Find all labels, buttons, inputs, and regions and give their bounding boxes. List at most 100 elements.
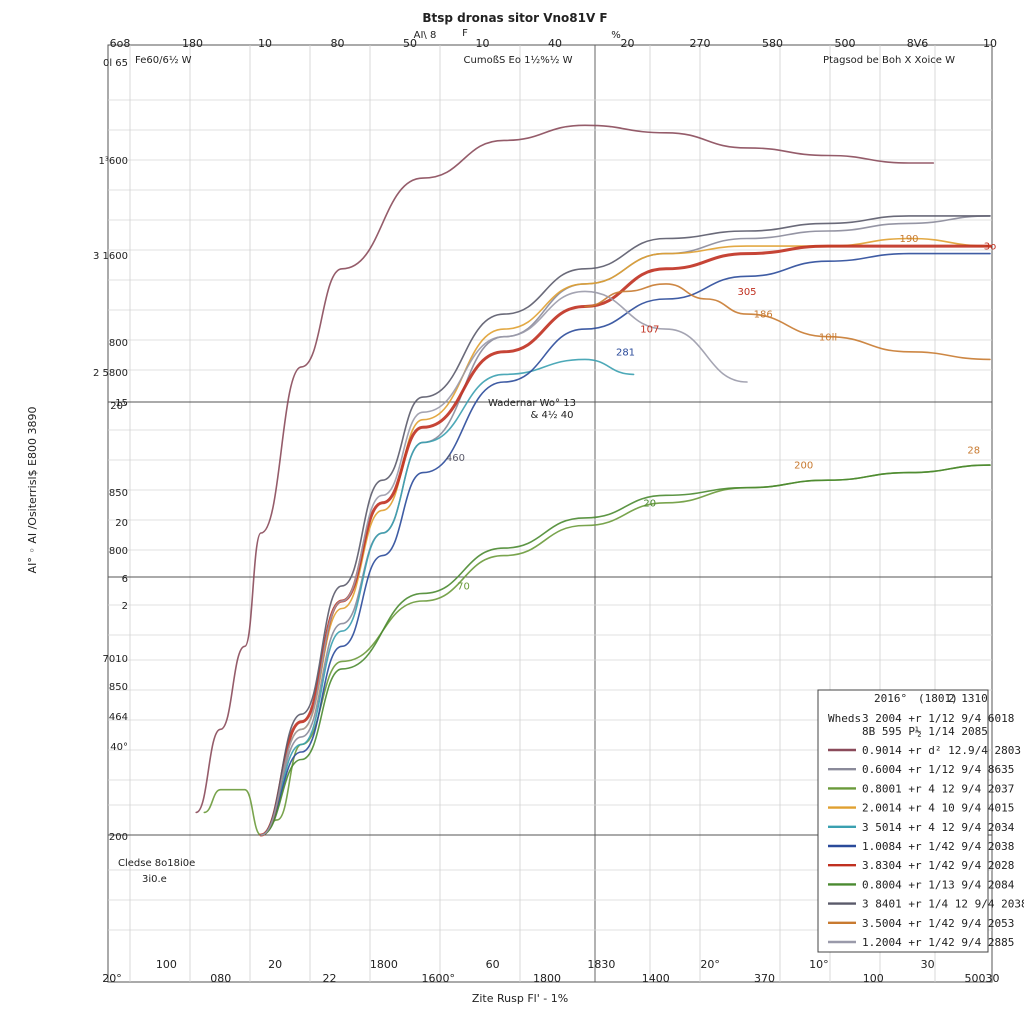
data-label-6: 200	[794, 461, 813, 472]
x-tick-top-11: 500	[835, 37, 856, 50]
legend-label-3: 0.8001 +r 4 12 9/4 2037	[862, 782, 1014, 795]
x-tick-top-10: 580	[762, 37, 783, 50]
x-tick-top-8: 20	[621, 37, 635, 50]
legend-header-1: 2016°	[874, 692, 907, 705]
y-tick-14: 850	[109, 682, 128, 693]
x-tick-bottom-12: 20°	[700, 958, 720, 971]
panel-label-left: Fe60/6½ W	[135, 54, 192, 66]
x-tick-top-13: 10	[983, 37, 997, 50]
y-tick-7: 15	[115, 398, 128, 409]
top-note-left: AI\ 8	[414, 30, 437, 41]
y-tick-16: 40°	[110, 742, 128, 753]
legend-label-11: 1.2004 +r 1/42 9/4 2885	[862, 936, 1014, 949]
plot-frame	[107, 44, 993, 983]
x-tick-bottom-7: 1600°	[422, 972, 456, 985]
data-label-12: 190	[899, 234, 918, 245]
x-tick-top-9: 270	[690, 37, 711, 50]
annotation-line-1: Wadernar Wo° 13	[488, 398, 576, 409]
data-label-5: 10ll	[819, 332, 837, 343]
y-tick-9: 20	[115, 518, 128, 529]
data-label-9: 460	[446, 453, 465, 464]
x-tick-bottom-9: 1800	[533, 972, 561, 985]
series-line-11	[260, 290, 748, 836]
y-tick-13: 7010	[103, 654, 128, 665]
x-tick-bottom-10: 1830	[587, 958, 615, 971]
legend-label-4: 2.0014 +r 4 10 9/4 4015	[862, 802, 1014, 815]
x-tick-top-2: 180	[182, 37, 203, 50]
y-tick-17: 200	[109, 832, 128, 843]
legend-subheader-3: 8B 595 P½ 1/14 2085	[862, 725, 988, 738]
legend-box	[817, 689, 989, 953]
x-tick-top-4: 80	[331, 37, 345, 50]
panel-label-right: Ptagsod be Boh X Xoice W	[823, 55, 955, 66]
series-line-10	[584, 283, 991, 361]
y-tick-4: 800	[109, 338, 128, 349]
x-tick-bottom-6: 1800	[370, 958, 398, 971]
legend-label-10: 3.5004 +r 1/42 9/4 2053	[862, 917, 1014, 930]
top-note-mid: F	[462, 28, 468, 39]
x-tick-top-3: 10	[258, 37, 272, 50]
data-label-11: 281	[616, 347, 635, 358]
legend-label-2: 0.6004 +r 1/12 9/4 8635	[862, 763, 1014, 776]
bottom-note-line-2: 3i0.e	[142, 874, 167, 885]
y-tick-12: 2	[122, 601, 128, 612]
x-tick-top-12: 8V6	[907, 37, 929, 50]
data-label-7: 20	[643, 498, 656, 509]
x-tick-top-7: 40	[548, 37, 562, 50]
series-line-6	[260, 252, 991, 836]
series-line-5	[260, 358, 635, 836]
y-tick-3: 3 1600	[93, 251, 128, 262]
legend-label-6: 1.0084 +r 1/42 9/4 2038	[862, 840, 1014, 853]
legend-label-5: 3 5014 +r 4 12 9/4 2034	[862, 821, 1015, 834]
x-axis-label: Zite Rusp Fl' - 1%	[472, 992, 568, 1005]
data-label-1: 3o	[984, 242, 996, 253]
x-tick-bottom-1: 20°	[102, 972, 122, 985]
top-note-right: %	[611, 30, 621, 41]
legend-header-3: 2 1310	[948, 692, 988, 705]
x-tick-top-5: 50	[403, 37, 417, 50]
x-tick-bottom-3: 080	[210, 972, 231, 985]
x-tick-bottom-16: 30	[921, 958, 935, 971]
x-tick-bottom-14: 10°	[809, 958, 829, 971]
x-tick-bottom-4: 20	[268, 958, 282, 971]
y-tick-15: 464	[109, 712, 128, 723]
y-axis-label: AI° ◦ AI /Ositerrisl$ E800 3890	[26, 407, 39, 574]
x-tick-bottom-15: 100	[863, 972, 884, 985]
x-tick-top-6: 10	[476, 37, 490, 50]
series-line-8	[260, 464, 991, 836]
legend-label-1: 0.9014 +r d² 12.9/4 2803	[862, 744, 1021, 757]
panel-label-center: CumoßS Eo 1½%½ W	[464, 54, 573, 66]
data-label-3: 107	[640, 325, 659, 336]
legend: 2016° (1801) 2 1310 Wheds 3 2004 +r 1/12…	[817, 689, 1024, 953]
point-labels: 3o 305 107 186 10ll 200 20 28 460 70 281 190	[446, 234, 996, 592]
annotation-line-2: & 4½ 40	[531, 409, 574, 421]
grid	[107, 44, 993, 983]
y-tick-11: 6	[122, 574, 128, 585]
y-tick-6: 20°	[110, 401, 128, 412]
legend-label-8: 0.8004 +r 1/13 9/4 2084	[862, 878, 1015, 891]
data-label-10: 70	[457, 581, 470, 592]
y-tick-1: 0l 65	[103, 58, 128, 69]
series-line-1	[195, 124, 935, 814]
y-tick-8: 850	[109, 488, 128, 499]
x-tick-bottom-5: 22	[323, 972, 337, 985]
x-tick-bottom-8: 60	[486, 958, 500, 971]
data-label-2: 305	[737, 287, 756, 298]
legend-subheader-2: 3 2004 +r 1/12 9/4 6018	[862, 712, 1014, 725]
series-line-9	[260, 215, 991, 836]
series-layer	[195, 124, 992, 837]
legend-header-2: (1801)	[918, 692, 958, 705]
x-tick-bottom-11: 1400	[642, 972, 670, 985]
y-tick-2: 1³600	[99, 156, 128, 167]
legend-label-7: 3.8304 +r 1/42 9/4 2028	[862, 859, 1014, 872]
chart-title: Btsp dronas sitor Vno81V F	[422, 11, 607, 25]
x-tick-top-1: 6o8	[110, 37, 131, 50]
y-tick-5: 2 5800	[93, 368, 128, 379]
legend-label-9: 3 8401 +r 1/4 12 9/4 2038	[862, 898, 1024, 911]
x-tick-bottom-2: 100	[156, 958, 177, 971]
x-tick-bottom-17: 50030	[965, 972, 1000, 985]
bottom-note-line-1: Cledse 8o18i0e	[118, 858, 195, 869]
y-tick-10: 800	[109, 546, 128, 557]
legend-items: 0.9014 +r d² 12.9/4 2803 0.6004 +r 1/12 9…	[828, 744, 1024, 949]
